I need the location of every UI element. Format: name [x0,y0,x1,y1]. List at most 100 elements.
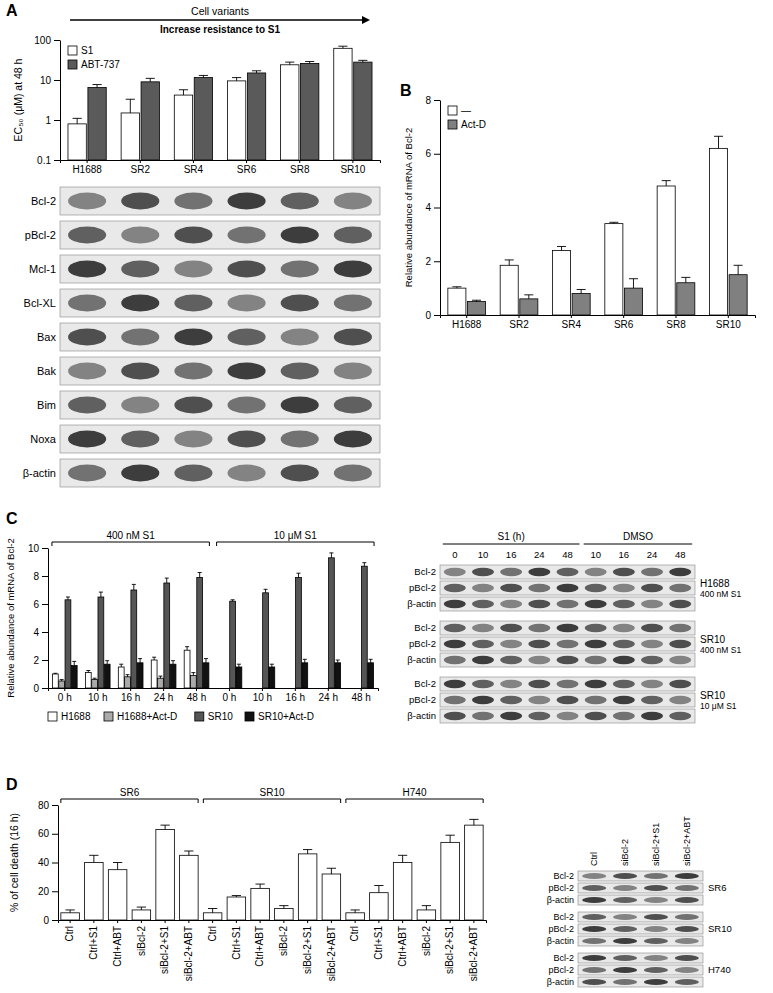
tick-mark [196,688,197,691]
x-tick: siBcl-2+ABT [468,920,479,981]
blot-section-sublabel: 400 nM S1 [700,589,741,599]
tick-label: 10 [28,543,40,554]
axis-line [60,41,61,161]
tick-mark [473,920,474,923]
x-tick: 16 h [121,688,140,703]
error-bar [338,46,347,48]
x-axis: 0 h10 h16 h24 h48 h0 h10 h16 h24 h48 h [49,688,379,703]
blot-band [556,680,578,688]
lane-label: siBcl-2+S1 [651,823,661,866]
error-bar [158,676,162,678]
tick-label: 10 h [253,692,272,703]
tick-label: 48 h [187,692,206,703]
error-bar [255,884,264,888]
legend-swatch [195,712,204,721]
tick-mark [54,120,60,121]
tick-mark [165,920,166,923]
bar [65,600,71,688]
blot-row-label: Bcl-2 [31,195,56,207]
tick-label: SR8 [666,319,686,330]
y-axis-title: % of cell death (16 h) [8,813,20,912]
blot-strip [60,323,380,351]
y-tick: 8 [33,571,48,582]
blot-band [528,568,550,576]
blot-section-label: SR10 [700,634,725,645]
blot-row-label: β-actin [407,654,436,665]
tick-label: siBcl-2 [421,926,432,956]
y-tick: 6 [425,148,440,159]
blot-band [500,584,522,592]
error-bar [681,277,690,282]
bar [500,265,518,315]
y-tick: 2 [33,655,48,666]
error-bar [714,136,723,148]
tick-mark [675,315,676,318]
blot-strip [440,653,695,667]
bar [346,913,365,920]
tick-label: Ctrl [349,926,360,942]
blot-band [585,640,607,648]
blot-row-label: β-actin [547,895,574,905]
tick-mark [64,688,65,691]
blot-band [444,568,466,576]
blot-row-label: pBcl-2 [409,694,436,705]
tick-label: 6 [425,148,431,159]
error-bar [303,850,312,854]
bar [227,897,246,920]
blot-band [500,568,522,576]
bar [125,677,131,688]
bar [197,577,203,688]
blot-band [585,600,607,608]
bar [52,674,58,688]
axis-line [59,921,487,924]
x-tick: SR4 [562,315,582,330]
blot-band [228,363,266,380]
blot-row-label: β-actin [407,710,436,721]
blot-band [613,967,637,973]
bar [118,667,124,688]
blot-band [613,873,637,879]
x-tick: siBcl-2+ABT [326,920,337,981]
legend-swatch [48,712,57,721]
error-bar [53,673,57,675]
blot-band [334,363,372,380]
tick-mark [188,920,189,923]
chart-panel: 020406080CtrlCtrl+S1Ctrl+ABTsiBcl-2siBcl… [6,776,487,981]
blot-band [174,431,212,448]
blot-band [281,329,319,346]
x-tick: 24 h [154,688,173,703]
tick-label: 0 [43,915,49,926]
tick-mark [52,891,58,892]
tick-label: 60 [38,828,50,839]
blot-band [500,696,522,704]
blot-band [644,938,668,944]
blot-strip [578,871,703,881]
bar [164,583,170,688]
blot-row-label: Bcl-2 [414,622,436,633]
bar [194,78,212,160]
tick-mark [352,160,353,163]
blot-band [641,656,663,664]
x-tick: H1688 [72,160,102,175]
tick-label: SR6 [614,319,634,330]
blot-band [121,295,159,312]
blot-band [613,955,637,961]
blot-band [281,465,319,482]
blot-band [613,656,635,664]
tick-mark [434,261,440,262]
blot-band [281,227,319,244]
blot-band [444,680,466,688]
tick-label: 2 [33,655,39,666]
blot-section-label: SR10 [700,690,725,701]
error-bar [472,300,481,301]
blot-band [472,600,494,608]
blot-band [121,329,159,346]
blot-band [281,397,319,414]
blot-strip [60,187,380,215]
bar [729,275,747,315]
blot-band [500,656,522,664]
tick-label: SR4 [184,164,204,175]
error-bar [89,855,98,862]
tick-mark [93,920,94,923]
error-bar [358,60,367,62]
